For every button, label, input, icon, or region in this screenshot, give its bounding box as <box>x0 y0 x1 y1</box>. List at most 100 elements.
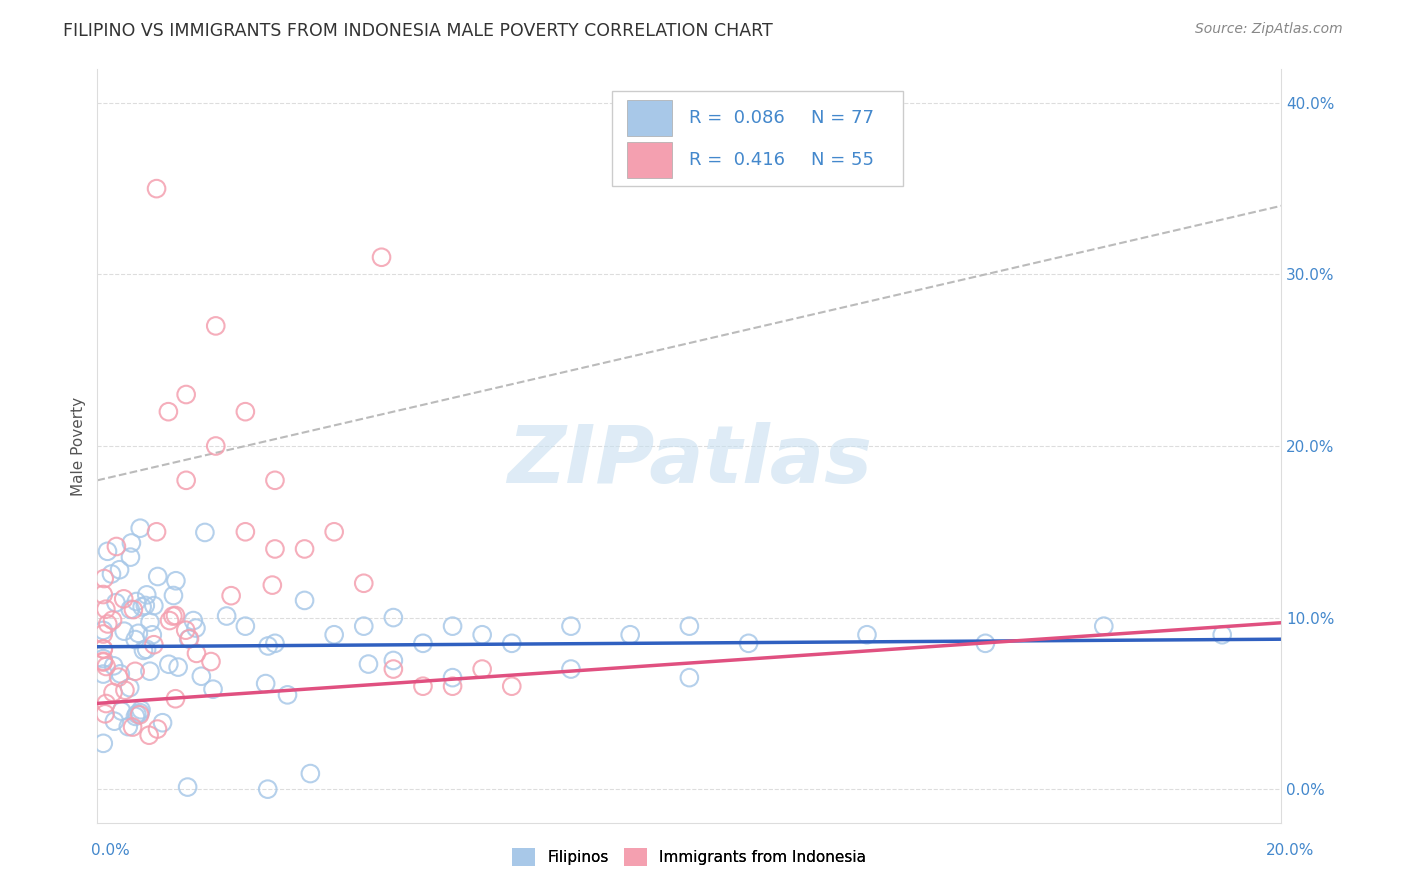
Point <box>100 566 122 581</box>
Point <box>94 659 117 673</box>
Point <box>353 619 375 633</box>
Point <box>165 691 187 706</box>
Point <box>121 720 143 734</box>
Point <box>91 641 114 656</box>
Point <box>139 615 162 629</box>
Point <box>145 181 167 195</box>
Point <box>353 576 375 591</box>
Point <box>264 473 287 487</box>
Point <box>118 681 141 695</box>
Point <box>165 608 187 623</box>
Point <box>257 639 280 653</box>
Point <box>1092 619 1115 633</box>
Point <box>186 646 208 660</box>
Point <box>262 578 284 592</box>
Point <box>125 594 148 608</box>
Point <box>174 624 197 638</box>
Point <box>974 636 997 650</box>
Point <box>135 588 157 602</box>
Point <box>183 614 205 628</box>
Point <box>139 664 162 678</box>
Point <box>101 613 124 627</box>
Text: Source: ZipAtlas.com: Source: ZipAtlas.com <box>1195 22 1343 37</box>
FancyBboxPatch shape <box>613 91 903 186</box>
Point <box>101 685 124 699</box>
Point <box>501 679 523 693</box>
Point <box>501 636 523 650</box>
Point <box>124 709 146 723</box>
Point <box>125 707 148 722</box>
Point <box>94 706 117 721</box>
Point <box>412 679 434 693</box>
Point <box>120 536 142 550</box>
Point <box>110 666 132 681</box>
Point <box>256 782 278 797</box>
Point <box>134 599 156 613</box>
Point <box>94 697 117 711</box>
Point <box>1211 628 1233 642</box>
Point <box>120 602 142 616</box>
Point <box>441 679 464 693</box>
Point <box>105 540 128 554</box>
Point <box>165 574 187 588</box>
Point <box>678 619 700 633</box>
Point <box>204 439 226 453</box>
Point <box>190 669 212 683</box>
Point <box>737 636 759 650</box>
Point <box>560 619 582 633</box>
Point <box>114 683 136 698</box>
Point <box>129 706 152 720</box>
Point <box>204 318 226 333</box>
Point <box>856 628 879 642</box>
Point <box>294 541 316 556</box>
Point <box>132 643 155 657</box>
Point <box>370 250 392 264</box>
Point <box>299 766 322 780</box>
Point <box>128 707 150 722</box>
Point <box>157 657 180 672</box>
Point <box>200 655 222 669</box>
Point <box>382 662 405 676</box>
Point <box>179 632 201 646</box>
Point <box>215 609 238 624</box>
Point <box>678 671 700 685</box>
Point <box>471 628 494 642</box>
Point <box>264 636 287 650</box>
Point <box>122 602 145 616</box>
Point <box>91 624 114 638</box>
Text: 0.0%: 0.0% <box>91 843 131 858</box>
Point <box>131 599 153 614</box>
Text: N = 77: N = 77 <box>811 110 875 128</box>
Point <box>357 657 380 671</box>
Point <box>560 662 582 676</box>
Point <box>294 593 316 607</box>
Point <box>129 521 152 535</box>
Point <box>120 550 142 565</box>
Point <box>91 736 114 750</box>
Point <box>441 671 464 685</box>
Point <box>96 544 118 558</box>
Point <box>91 667 114 681</box>
Legend: Filipinos, Immigrants from Indonesia: Filipinos, Immigrants from Indonesia <box>506 841 873 872</box>
Point <box>219 589 242 603</box>
Point <box>471 662 494 676</box>
Y-axis label: Male Poverty: Male Poverty <box>72 396 86 496</box>
Point <box>138 728 160 742</box>
Point <box>382 653 405 667</box>
Point <box>264 541 287 556</box>
Point <box>412 636 434 650</box>
Point <box>127 626 149 640</box>
Point <box>159 614 181 628</box>
Point <box>103 658 125 673</box>
FancyBboxPatch shape <box>627 142 672 178</box>
Point <box>94 602 117 616</box>
Point <box>177 632 200 646</box>
Point <box>254 676 277 690</box>
Point <box>142 638 165 652</box>
Point <box>108 563 131 577</box>
Point <box>112 591 135 606</box>
Point <box>124 632 146 647</box>
Point <box>129 703 152 717</box>
Point <box>157 405 180 419</box>
Point <box>93 572 115 586</box>
